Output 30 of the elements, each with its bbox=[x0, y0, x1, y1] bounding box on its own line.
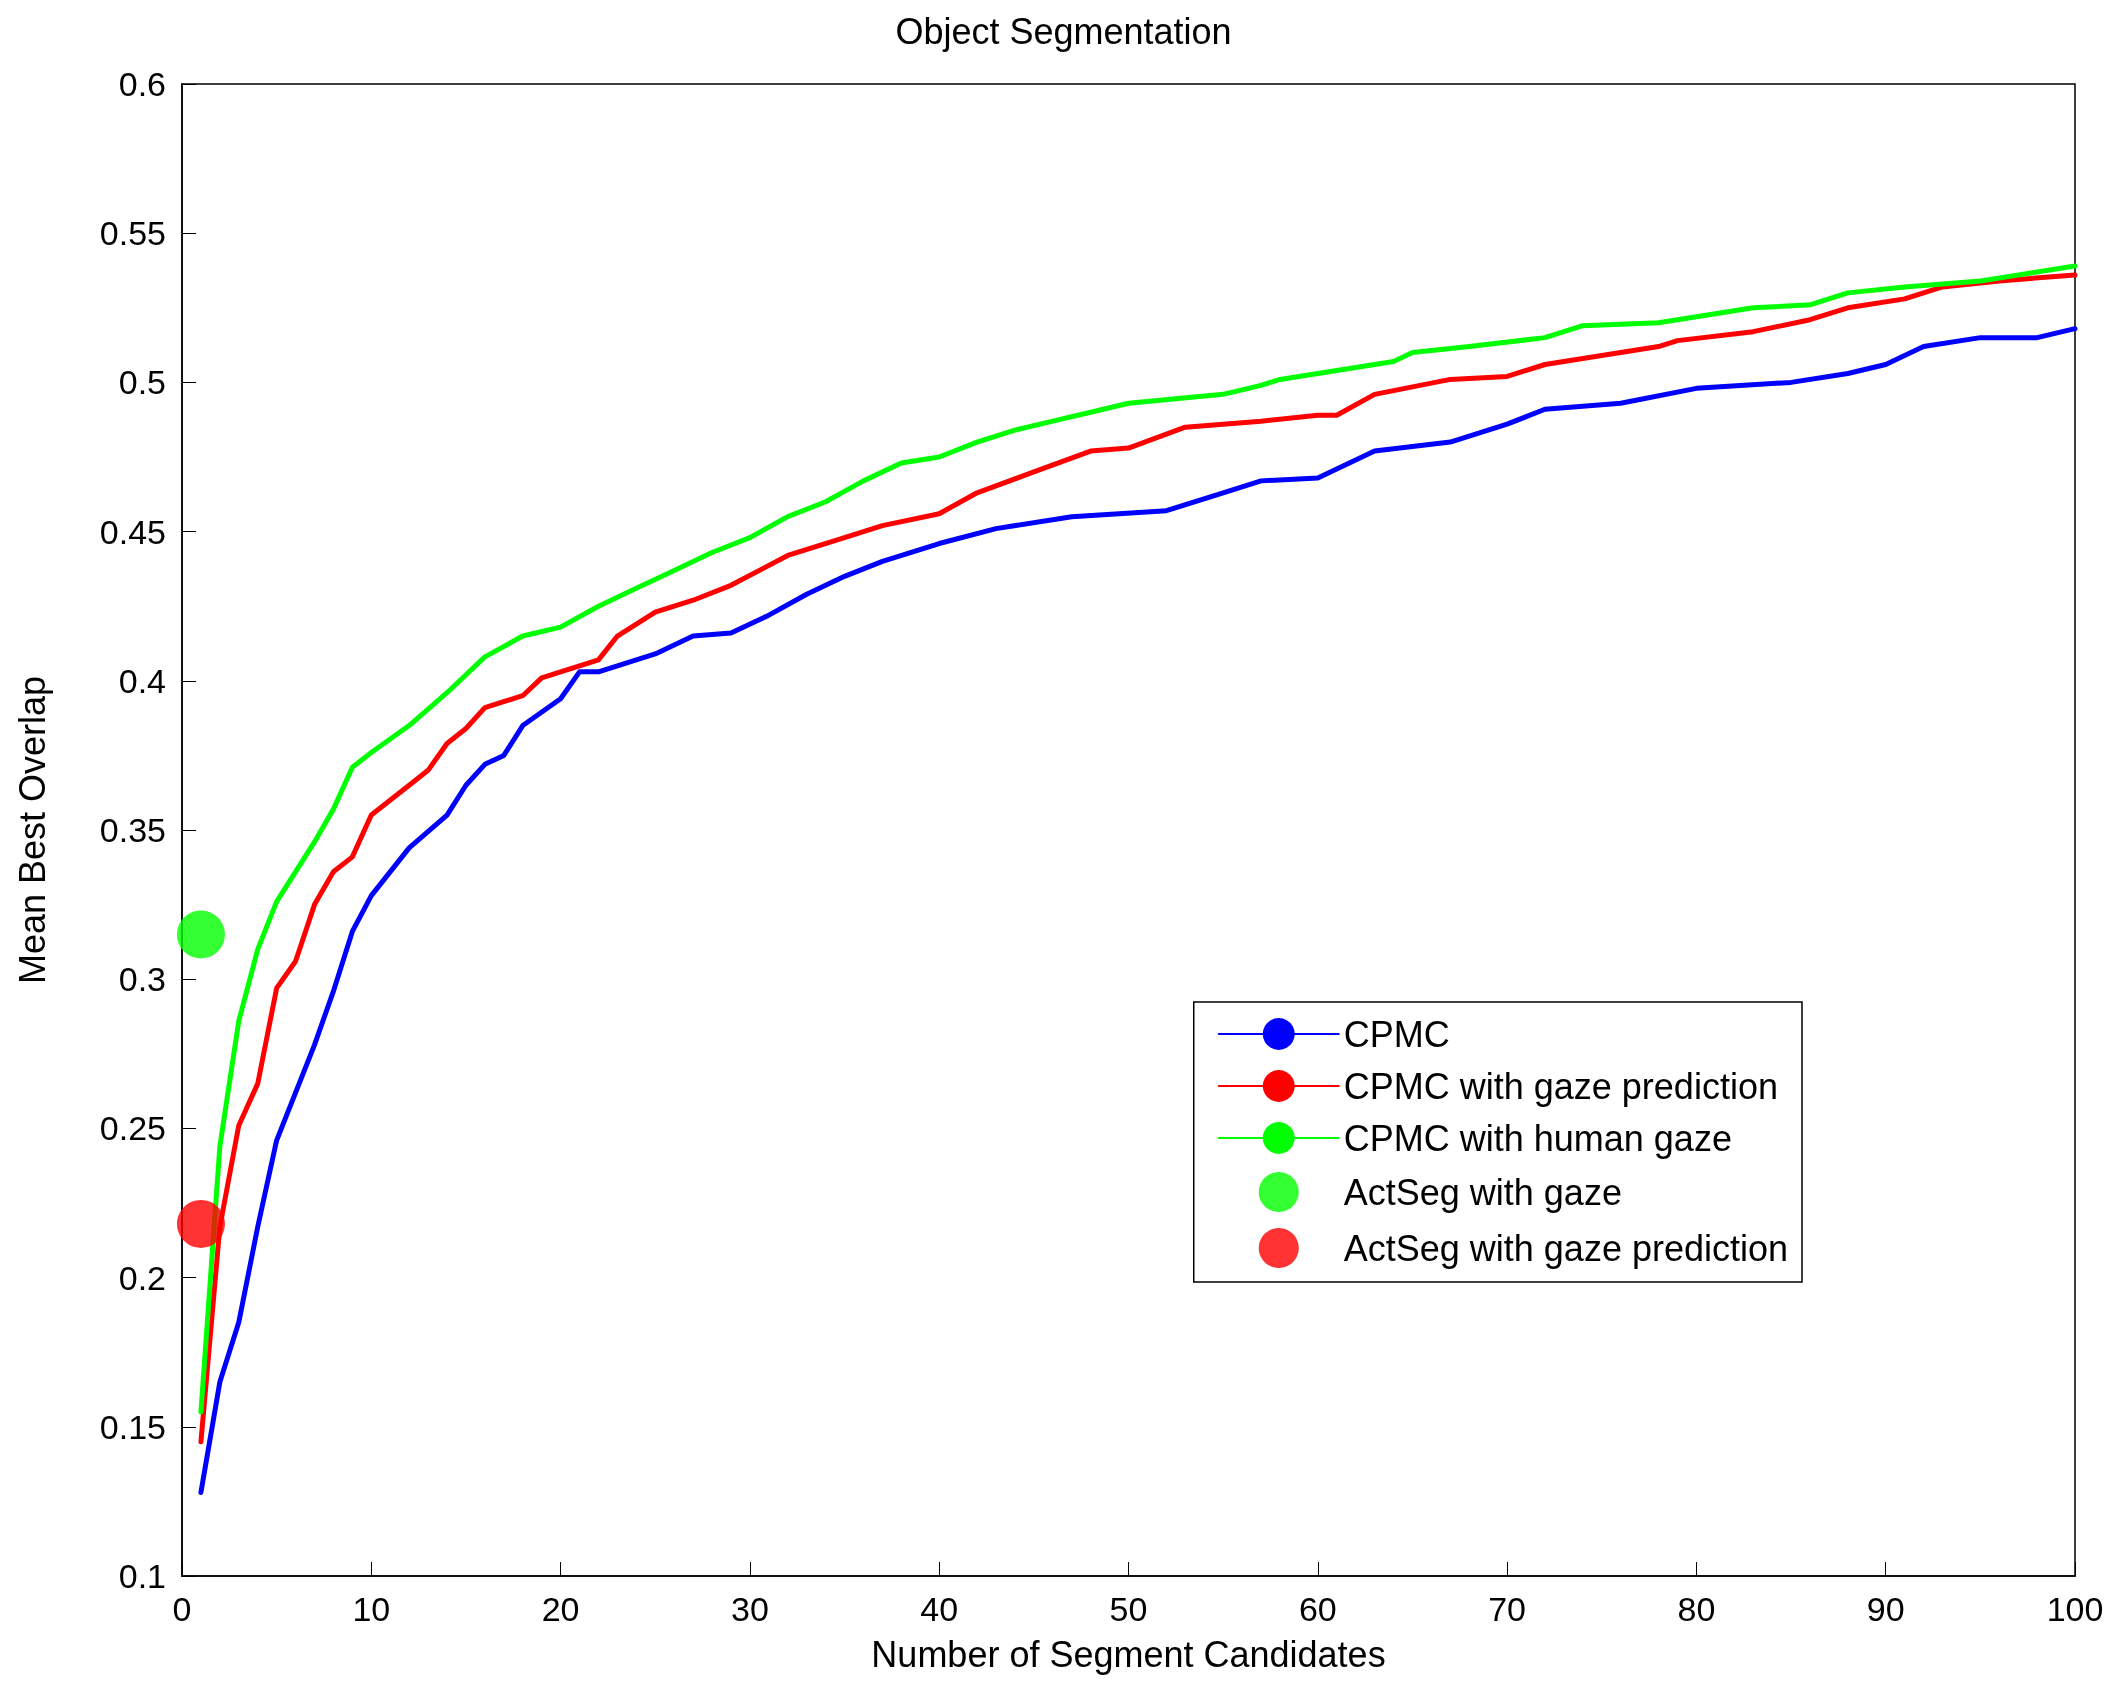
legend-label: CPMC with gaze prediction bbox=[1343, 1065, 1778, 1107]
x-tick-label: 40 bbox=[920, 1590, 959, 1628]
x-tick-label: 20 bbox=[541, 1590, 580, 1628]
y-axis-title: Mean Best Overlap bbox=[11, 675, 53, 985]
x-axis-title: Number of Segment Candidates bbox=[871, 1633, 1386, 1675]
y-tick-label: 0.5 bbox=[118, 363, 166, 402]
x-tick-label: 100 bbox=[2046, 1590, 2104, 1628]
legend-label: ActSeg with gaze prediction bbox=[1343, 1227, 1789, 1269]
y-tick-label: 0.45 bbox=[99, 512, 166, 551]
y-tick-label: 0.35 bbox=[99, 811, 166, 849]
legend-label: CPMC bbox=[1343, 1013, 1450, 1055]
x-tick-label: 60 bbox=[1298, 1590, 1337, 1628]
legend-label: ActSeg with gaze bbox=[1343, 1171, 1622, 1213]
x-tick-label: 70 bbox=[1488, 1590, 1527, 1628]
y-tick-label: 0.3 bbox=[118, 960, 166, 999]
y-tick-label: 0.55 bbox=[99, 214, 166, 253]
chart-title: Object Segmentation bbox=[895, 10, 1232, 52]
x-tick-label: 30 bbox=[730, 1590, 769, 1628]
y-tick-label: 0.15 bbox=[99, 1407, 166, 1446]
x-tick-label: 80 bbox=[1677, 1590, 1716, 1628]
y-tick-label: 0.1 bbox=[118, 1557, 166, 1595]
y-tick-label: 0.4 bbox=[118, 661, 166, 700]
x-tick-label: 50 bbox=[1109, 1590, 1148, 1628]
x-tick-label: 0 bbox=[172, 1590, 192, 1628]
y-tick-label: 0.6 bbox=[118, 65, 166, 103]
x-tick-label: 90 bbox=[1866, 1590, 1905, 1628]
y-tick-label: 0.2 bbox=[118, 1258, 166, 1297]
x-tick-label: 10 bbox=[352, 1590, 391, 1628]
y-tick-label: 0.25 bbox=[99, 1109, 166, 1148]
legend-label: CPMC with human gaze bbox=[1343, 1117, 1732, 1159]
